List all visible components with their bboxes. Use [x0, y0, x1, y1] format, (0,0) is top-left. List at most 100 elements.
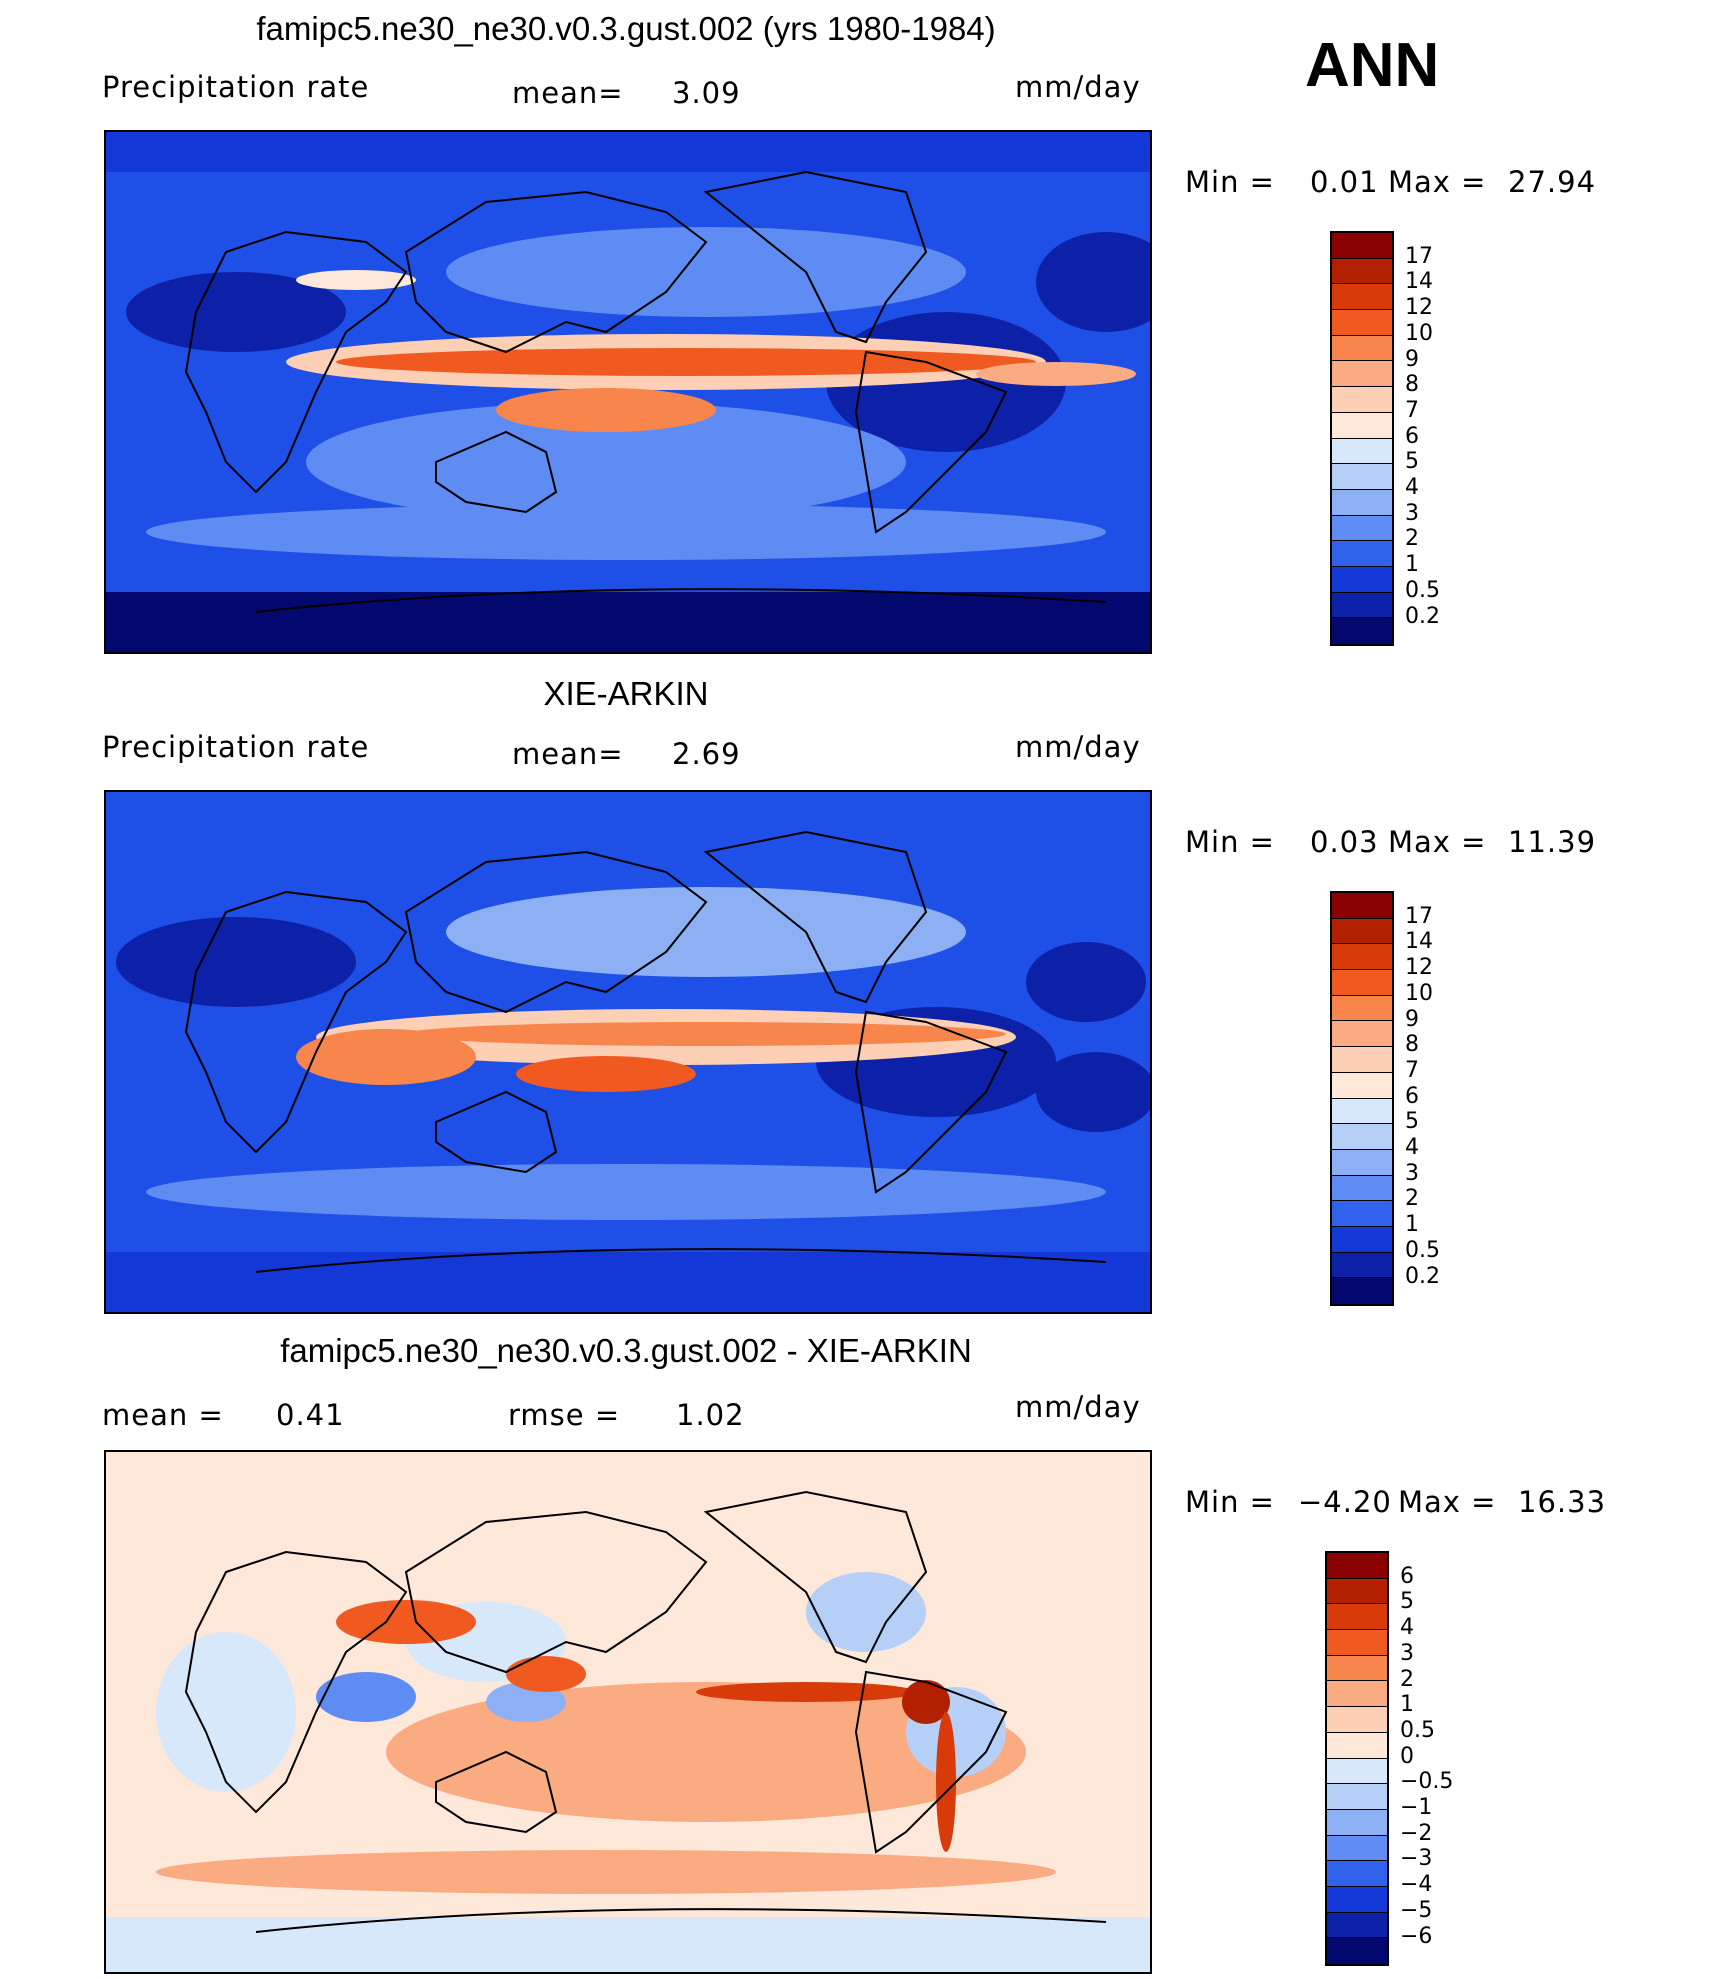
panel3-units: mm/day	[1015, 1390, 1141, 1424]
colorbar-segment	[1327, 1809, 1387, 1836]
colorbar-segment	[1327, 1604, 1387, 1631]
colorbar-tick-label: 1	[1405, 552, 1419, 578]
colorbar-segment	[1327, 1707, 1387, 1733]
colorbar-tick-label: 9	[1405, 346, 1419, 372]
colorbar-segment	[1327, 1553, 1387, 1579]
colorbar-tick-label: −6	[1400, 1923, 1433, 1949]
colorbar-segment	[1332, 387, 1392, 413]
colorbar-tick-label: 0.2	[1405, 1263, 1440, 1289]
colorbar-tick-label: 0.5	[1405, 1237, 1440, 1263]
colorbar-segment	[1332, 233, 1392, 259]
colorbar-segment	[1327, 1578, 1387, 1605]
colorbar-segment	[1327, 1938, 1387, 1964]
panel2-mean-label: mean=	[512, 737, 624, 771]
colorbar-segment	[1332, 515, 1392, 542]
panel1-mean-value: 3.09	[672, 76, 741, 110]
colorbar-segment	[1327, 1655, 1387, 1682]
colorbar-segment	[1332, 1072, 1392, 1099]
colorbar-tick-label: 4	[1405, 1135, 1419, 1160]
panel2-colorbar	[1330, 891, 1394, 1306]
colorbar-tick-label: 8	[1405, 372, 1419, 398]
colorbar-tick-label: −4	[1400, 1872, 1433, 1898]
panel2-title: XIE-ARKIN	[543, 675, 709, 712]
panel1-max-label: Max =	[1388, 165, 1487, 199]
colorbar-tick-label: 0.5	[1400, 1717, 1435, 1743]
colorbar-segment	[1332, 284, 1392, 311]
colorbar-tick-label: 0.2	[1405, 603, 1440, 629]
panel1-colorbar	[1330, 231, 1394, 646]
colorbar-tick-label: 0.5	[1405, 577, 1440, 603]
colorbar-segment	[1332, 438, 1392, 465]
colorbar-segment	[1332, 1149, 1392, 1176]
colorbar-tick-label: 0	[1400, 1743, 1414, 1769]
colorbar-segment	[1327, 1732, 1387, 1759]
panel3-map	[104, 1450, 1152, 1974]
colorbar-segment	[1327, 1886, 1387, 1913]
colorbar-segment	[1332, 310, 1392, 336]
colorbar-segment	[1332, 592, 1392, 619]
panel2-map	[104, 790, 1152, 1314]
colorbar-tick-label: 5	[1405, 1109, 1419, 1135]
panel2-min-value: 0.03	[1310, 825, 1379, 859]
colorbar-segment	[1332, 995, 1392, 1022]
colorbar-tick-label: 3	[1405, 500, 1419, 526]
panel1-mean-label: mean=	[512, 76, 624, 110]
panel3-colorbar	[1325, 1551, 1389, 1966]
panel2-map-svg	[106, 792, 1150, 1312]
colorbar-tick-label: −2	[1400, 1820, 1433, 1846]
season-label: ANN	[1305, 31, 1440, 100]
colorbar-segment	[1332, 893, 1392, 919]
colorbar-segment	[1332, 918, 1392, 945]
colorbar-tick-label: −1	[1400, 1795, 1433, 1820]
panel2-max-value: 11.39	[1508, 825, 1597, 859]
panel1-variable-label: Precipitation rate	[102, 70, 370, 104]
colorbar-tick-label: 17	[1405, 243, 1433, 269]
colorbar-tick-label: 10	[1405, 980, 1433, 1006]
colorbar-segment	[1332, 944, 1392, 971]
panel3-max-label: Max =	[1398, 1485, 1497, 1519]
colorbar-segment	[1332, 258, 1392, 285]
colorbar-segment	[1327, 1861, 1387, 1887]
panel1-map	[104, 130, 1152, 654]
colorbar-segment	[1332, 541, 1392, 567]
panel2-mean-value: 2.69	[672, 737, 741, 771]
colorbar-tick-label: 4	[1400, 1615, 1414, 1641]
colorbar-tick-label: 10	[1405, 320, 1433, 346]
colorbar-segment	[1332, 1175, 1392, 1202]
colorbar-tick-label: 9	[1405, 1006, 1419, 1032]
colorbar-segment	[1332, 464, 1392, 490]
colorbar-segment	[1327, 1758, 1387, 1785]
panel3-rmse-value: 1.02	[676, 1398, 745, 1432]
colorbar-tick-label: 1	[1400, 1692, 1414, 1718]
panel2-min-label: Min =	[1185, 825, 1275, 859]
panel3-map-svg	[106, 1452, 1150, 1972]
colorbar-tick-label: 12	[1405, 955, 1433, 981]
colorbar-tick-label: 4	[1405, 475, 1419, 500]
colorbar-tick-label: 2	[1400, 1666, 1414, 1692]
colorbar-tick-label: 1	[1405, 1212, 1419, 1238]
colorbar-segment	[1332, 361, 1392, 388]
colorbar-segment	[1332, 412, 1392, 439]
panel3-mean-label: mean =	[102, 1398, 224, 1432]
colorbar-segment	[1332, 335, 1392, 362]
colorbar-segment	[1332, 1047, 1392, 1073]
colorbar-segment	[1332, 970, 1392, 996]
colorbar-tick-label: 14	[1405, 929, 1433, 955]
panel1-title: famipc5.ne30_ne30.v0.3.gust.002 (yrs 198…	[256, 10, 996, 47]
panel3-min-value: −4.20	[1298, 1485, 1392, 1519]
colorbar-tick-label: 17	[1405, 903, 1433, 929]
colorbar-segment	[1332, 1278, 1392, 1304]
panel1-units: mm/day	[1015, 70, 1141, 104]
colorbar-segment	[1332, 1201, 1392, 1227]
colorbar-tick-label: 8	[1405, 1032, 1419, 1058]
panel1-min-label: Min =	[1185, 165, 1275, 199]
colorbar-tick-label: 6	[1405, 1083, 1419, 1109]
colorbar-tick-label: 14	[1405, 269, 1433, 295]
colorbar-segment	[1327, 1784, 1387, 1810]
panel3-title: famipc5.ne30_ne30.v0.3.gust.002 - XIE-AR…	[280, 1332, 972, 1369]
colorbar-segment	[1332, 618, 1392, 644]
colorbar-segment	[1327, 1630, 1387, 1656]
colorbar-tick-label: 7	[1405, 1057, 1419, 1083]
colorbar-tick-label: 3	[1405, 1160, 1419, 1186]
panel2-max-label: Max =	[1388, 825, 1487, 859]
